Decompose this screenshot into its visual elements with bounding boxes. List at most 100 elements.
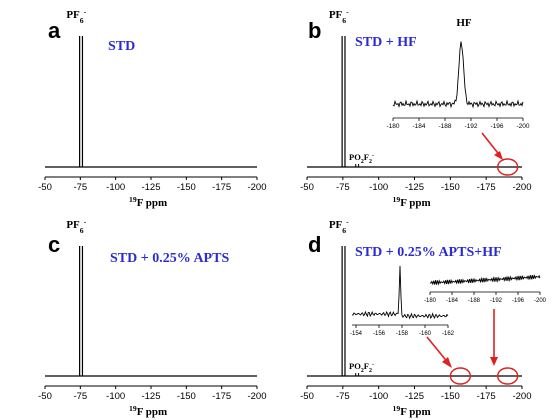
panel-a: PF6- -50 -75 -100 -125 -150 -175 -200 19F ppm a ST… — [38, 7, 266, 210]
x-tick-label: -75 — [336, 391, 350, 402]
highlight-circle — [449, 367, 472, 385]
inset-right-tick-label: -192 — [490, 298, 503, 304]
inset-right-tick-label: -180 — [424, 298, 437, 304]
x-tick-label: -150 — [177, 182, 196, 193]
inset-left-tick-label: -154 — [350, 331, 363, 337]
inset-tick-label: -180 — [386, 123, 399, 130]
x-tick-label: -100 — [369, 182, 388, 193]
panel-letter: d — [308, 232, 321, 257]
panel-letter: b — [308, 18, 321, 43]
po2f2-label-part: 2 — [369, 368, 372, 374]
po2f2-label-part: 2 — [361, 159, 364, 165]
inset-right: -180 -184 -188 -192 -196 -200 — [424, 274, 547, 366]
x-tick-label: -50 — [300, 182, 314, 193]
x-tick-label: -150 — [441, 391, 460, 402]
highlight-circle — [496, 367, 519, 385]
x-axis-title: 19F ppm — [129, 404, 167, 419]
inset-left-tick-label: -158 — [396, 331, 409, 337]
po2f2-label-part: 2 — [369, 159, 372, 165]
pf6-label-part: - — [346, 217, 349, 226]
x-tick-label: -125 — [141, 182, 160, 193]
panel-b: PO2F2-PF6--50 -75 -100 -125 -150 -175 -20019F … — [300, 7, 531, 210]
x-tick-label: -200 — [247, 182, 266, 193]
inset-left-tick-label: -160 — [419, 331, 432, 337]
po2f2-label-part: - — [372, 362, 374, 368]
inset-right-tick-label: -196 — [512, 298, 525, 304]
inset-hf: -180 -184 -188 -192 -196 -200 HF — [386, 17, 530, 160]
panel-annotation: STD — [108, 39, 135, 54]
pf6-label-part: PF — [329, 219, 343, 231]
x-tick-label: -175 — [477, 391, 496, 402]
po2f2-label-part: PO — [349, 361, 361, 371]
pf6-label-part: PF — [329, 9, 343, 21]
x-axis-title: 19F ppm — [393, 404, 431, 419]
inset-hf-trace — [392, 41, 524, 109]
x-axis-title-part: 19 — [393, 404, 401, 413]
panel-letter: c — [48, 232, 60, 257]
x-tick-label: -125 — [141, 391, 160, 402]
x-axis-title-part: F ppm — [137, 406, 167, 418]
x-tick-label: -200 — [512, 391, 531, 402]
pf6-label-part: PF — [66, 219, 80, 231]
panel-c: PF6- -50 -75 -100 -125 -150 -175 -200 19F ppm c ST… — [38, 217, 266, 419]
inset-left: -154 -156 -158 -160 -162 — [350, 265, 455, 368]
x-tick-label: -150 — [177, 391, 196, 402]
x-tick-label: -75 — [73, 182, 87, 193]
po2f2-label-part: - — [372, 153, 374, 159]
inset-right-trace — [429, 274, 541, 286]
pf6-label-part: PF — [66, 9, 80, 21]
pf6-label-part: 6 — [80, 16, 84, 25]
x-tick-label: -150 — [441, 182, 460, 193]
inset-left-trace — [351, 265, 449, 320]
inset-tick-label: -200 — [516, 123, 529, 130]
inset-right-tick-label: -200 — [534, 298, 547, 304]
pf6-label: PF6- — [66, 217, 86, 235]
panel-annotation: STD + 0.25% APTS — [110, 251, 229, 266]
x-axis-title-part: F ppm — [400, 406, 430, 418]
pf6-label: PF6- — [329, 217, 349, 235]
x-tick-label: -50 — [300, 391, 314, 402]
inset-tick-label: -196 — [490, 123, 503, 130]
x-tick-label: -200 — [512, 182, 531, 193]
panel-annotation: STD + HF — [355, 35, 417, 50]
inset-left-tick-label: -156 — [373, 331, 386, 337]
inset-title: HF — [456, 17, 472, 29]
po2f2-label-part: F — [364, 361, 369, 371]
panel-annotation: STD + 0.25% APTS+HF — [355, 245, 502, 260]
x-tick-label: -100 — [106, 182, 125, 193]
x-tick-label: -75 — [73, 391, 87, 402]
inset-tick-label: -184 — [412, 123, 425, 130]
inset-left-tick-label: -162 — [442, 331, 455, 337]
pf6-label-part: - — [84, 7, 87, 16]
pf6-label-part: 6 — [342, 226, 346, 235]
inset-tick-label: -188 — [438, 123, 451, 130]
arrow-head — [490, 357, 498, 366]
x-axis-title: 19F ppm — [129, 195, 167, 210]
x-tick-label: -50 — [38, 182, 52, 193]
pf6-label: PF6- — [66, 7, 86, 25]
x-axis-title-part: 19 — [129, 404, 137, 413]
x-axis-title: 19F ppm — [393, 195, 431, 210]
x-axis-title-part: F ppm — [137, 197, 167, 209]
highlight-circle — [496, 158, 519, 176]
x-tick-label: -100 — [369, 391, 388, 402]
panel-letter: a — [48, 18, 61, 43]
x-tick-label: -175 — [212, 391, 231, 402]
panel-d: PO2F2-PF6--50 -75 -100 -125 -150 -175 -20019F … — [300, 217, 547, 419]
arrow-head — [494, 151, 503, 160]
x-tick-label: -125 — [405, 182, 424, 193]
x-tick-label: -175 — [212, 182, 231, 193]
po2f2-label-part: 2 — [361, 368, 364, 374]
x-axis-title-part: 19 — [393, 195, 401, 204]
x-axis-title-part: F ppm — [400, 197, 430, 209]
po2f2-label-part: PO — [349, 152, 361, 162]
pf6-label-part: - — [84, 217, 87, 226]
x-tick-label: -175 — [477, 182, 496, 193]
x-tick-label: -125 — [405, 391, 424, 402]
pf6-label-part: 6 — [80, 226, 84, 235]
arrow-head — [442, 357, 452, 368]
x-tick-label: -50 — [38, 391, 52, 402]
x-tick-label: -200 — [247, 391, 266, 402]
po2f2-label-part: F — [364, 152, 369, 162]
